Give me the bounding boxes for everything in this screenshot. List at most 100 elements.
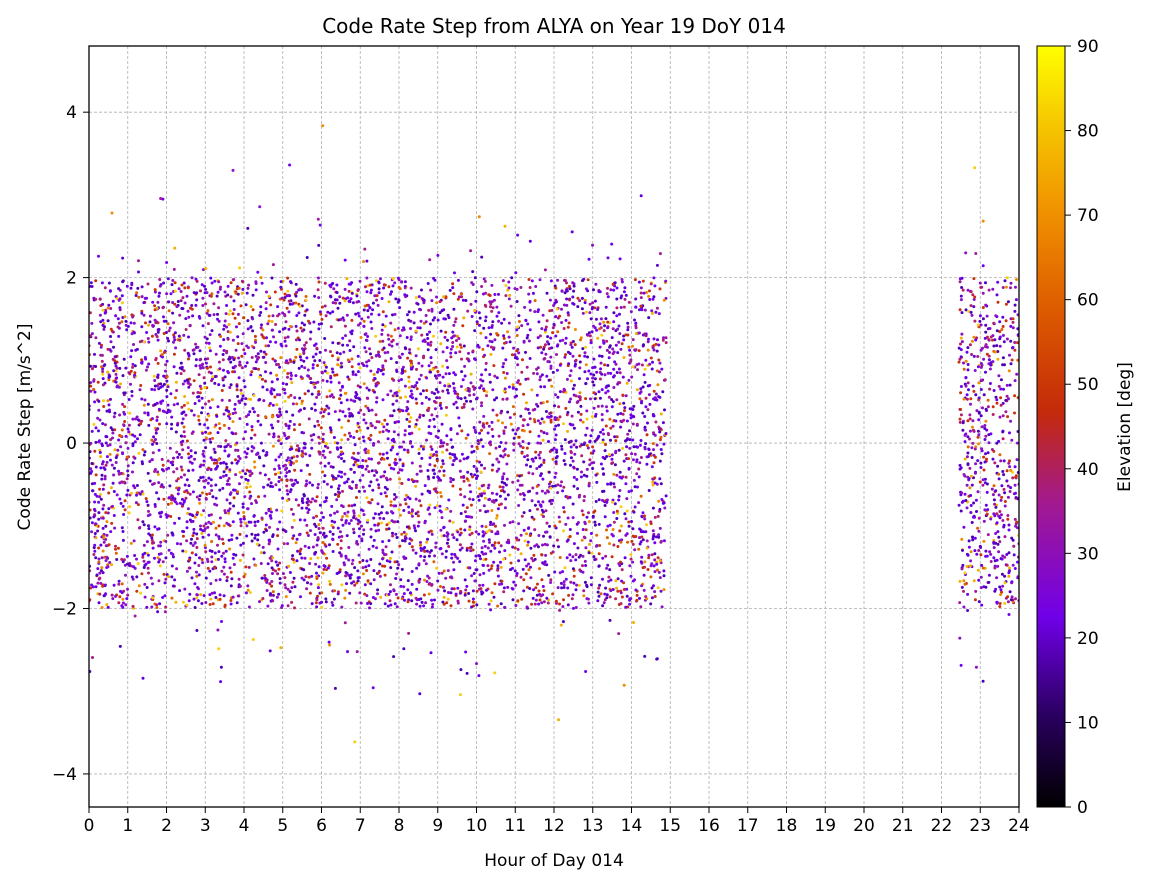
- data-point: [634, 324, 637, 327]
- data-point: [254, 499, 257, 502]
- data-point: [250, 437, 253, 440]
- data-point: [453, 553, 456, 556]
- data-point: [402, 585, 405, 588]
- data-point: [448, 372, 451, 375]
- data-point: [621, 447, 624, 450]
- data-point: [642, 566, 645, 569]
- data-point: [409, 591, 412, 594]
- data-point: [636, 363, 639, 366]
- data-point: [608, 453, 611, 456]
- data-point: [128, 511, 131, 514]
- data-point: [425, 439, 428, 442]
- data-point: [276, 378, 279, 381]
- data-point: [180, 412, 183, 415]
- data-point: [316, 420, 319, 423]
- data-point: [458, 295, 461, 298]
- data-point: [151, 301, 154, 304]
- data-point: [559, 415, 562, 418]
- data-point: [221, 487, 224, 490]
- data-point: [265, 524, 268, 527]
- data-point: [648, 448, 651, 451]
- data-point: [614, 502, 617, 505]
- data-point: [157, 473, 160, 476]
- data-point: [198, 317, 201, 320]
- data-point: [285, 485, 288, 488]
- data-point: [198, 498, 201, 501]
- data-point: [395, 399, 398, 402]
- data-point: [263, 351, 266, 354]
- data-point: [575, 553, 578, 556]
- data-point: [407, 376, 410, 379]
- data-point: [337, 358, 340, 361]
- data-point: [214, 484, 217, 487]
- data-point: [389, 390, 392, 393]
- data-point: [161, 306, 164, 309]
- data-point: [616, 287, 619, 290]
- data-point: [299, 550, 302, 553]
- data-point: [375, 413, 378, 416]
- data-point: [565, 298, 568, 301]
- data-point: [183, 404, 186, 407]
- data-point: [606, 321, 609, 324]
- data-point: [525, 532, 528, 535]
- data-point: [439, 585, 442, 588]
- data-point: [563, 583, 566, 586]
- data-point: [450, 553, 453, 556]
- data-point: [488, 373, 491, 376]
- data-point: [370, 458, 373, 461]
- data-point: [414, 529, 417, 532]
- data-point: [500, 580, 503, 583]
- data-point: [124, 367, 127, 370]
- data-point: [236, 395, 239, 398]
- data-point: [439, 509, 442, 512]
- data-point: [143, 340, 146, 343]
- data-point: [572, 593, 575, 596]
- data-point: [414, 425, 417, 428]
- data-point: [512, 387, 515, 390]
- data-point: [252, 558, 255, 561]
- data-point: [578, 584, 581, 587]
- data-point: [398, 446, 401, 449]
- data-point: [527, 442, 530, 445]
- data-point: [317, 288, 320, 291]
- data-point: [185, 328, 188, 331]
- data-point: [578, 366, 581, 369]
- data-point: [222, 369, 225, 372]
- data-point: [516, 363, 519, 366]
- data-point: [155, 432, 158, 435]
- data-point: [275, 561, 278, 564]
- data-point: [156, 376, 159, 379]
- data-point: [356, 289, 359, 292]
- data-point: [537, 308, 540, 311]
- data-point: [247, 413, 250, 416]
- data-point: [286, 499, 289, 502]
- data-point: [655, 399, 658, 402]
- data-point: [408, 348, 411, 351]
- data-point: [352, 452, 355, 455]
- data-point: [647, 455, 650, 458]
- data-point: [624, 333, 627, 336]
- data-point: [559, 571, 562, 574]
- data-point: [459, 343, 462, 346]
- data-point: [230, 534, 233, 537]
- data-point: [232, 278, 235, 281]
- data-point: [582, 528, 585, 531]
- data-point: [504, 294, 507, 297]
- data-point: [381, 565, 384, 568]
- data-point: [145, 500, 148, 503]
- data-point: [133, 435, 136, 438]
- data-point: [181, 368, 184, 371]
- data-point: [102, 488, 105, 491]
- data-point: [632, 445, 635, 448]
- data-point: [645, 463, 648, 466]
- data-point: [181, 469, 184, 472]
- data-point: [442, 586, 445, 589]
- data-point: [498, 445, 501, 448]
- data-point: [343, 434, 346, 437]
- data-point: [532, 554, 535, 557]
- data-point: [615, 587, 618, 590]
- data-point: [300, 454, 303, 457]
- data-point: [628, 301, 631, 304]
- data-point: [597, 405, 600, 408]
- data-point: [442, 526, 445, 529]
